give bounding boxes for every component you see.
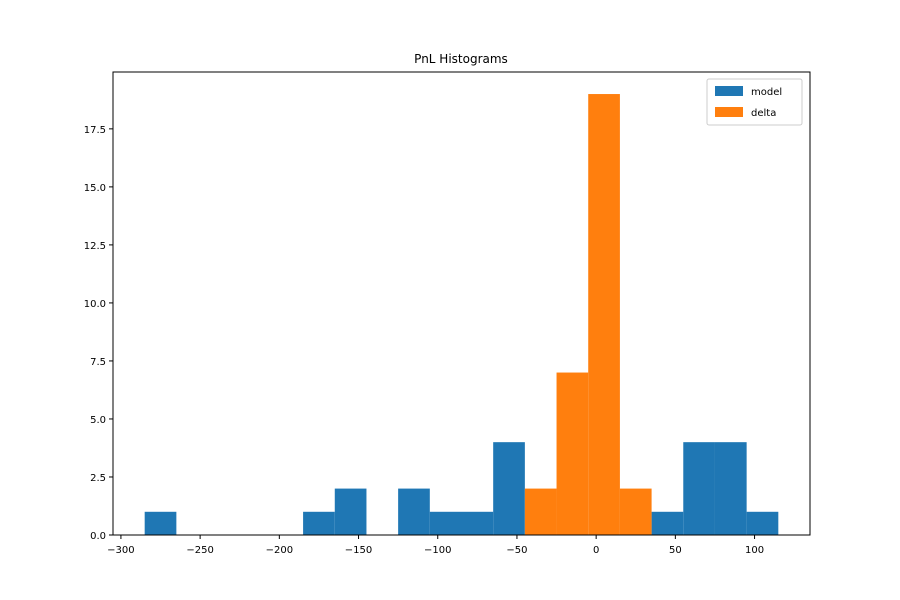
bar-model (493, 442, 525, 535)
x-tick-label: −50 (506, 545, 527, 556)
x-tick-label: −300 (107, 545, 134, 556)
x-tick-label: 50 (669, 545, 682, 556)
bar-model (746, 511, 779, 535)
x-axis: −300 −250 −200 −150 −100 −50 0 50 100 (107, 535, 764, 556)
x-tick-label: −250 (186, 545, 213, 556)
y-tick-label: 15.0 (84, 183, 106, 194)
bar-model (429, 511, 462, 535)
bar-model (651, 511, 684, 535)
legend-swatch-model (715, 86, 743, 96)
chart-title: PnL Histograms (414, 52, 508, 66)
plot-frame (112, 71, 811, 536)
bar-delta (556, 372, 589, 535)
bar-delta (524, 488, 557, 535)
x-tick-label: −100 (424, 545, 451, 556)
y-tick-label: 12.5 (84, 241, 106, 252)
bar-model (714, 442, 747, 535)
y-tick-label: 17.5 (84, 125, 106, 136)
y-tick-label: 7.5 (90, 357, 106, 368)
x-tick-label: −200 (266, 545, 293, 556)
bar-model (303, 511, 335, 535)
legend-label-model: model (751, 87, 782, 98)
y-tick-label: 0.0 (90, 531, 106, 542)
legend: model delta (706, 78, 803, 126)
y-axis: 0.0 2.5 5.0 7.5 10.0 12.5 15.0 17.5 (84, 125, 113, 542)
bar-model (334, 488, 367, 535)
bar-delta (588, 94, 620, 536)
bar-delta (619, 488, 652, 535)
bar-model (144, 511, 177, 535)
bars-group (144, 94, 779, 536)
bar-model (398, 488, 430, 535)
y-tick-label: 2.5 (90, 473, 106, 484)
legend-swatch-delta (715, 107, 743, 117)
y-tick-label: 10.0 (84, 299, 106, 310)
x-tick-label: 0 (593, 545, 599, 556)
x-tick-label: 100 (745, 545, 764, 556)
bar-model (683, 442, 715, 535)
y-tick-label: 5.0 (90, 415, 106, 426)
x-tick-label: −150 (345, 545, 372, 556)
bar-model (461, 511, 494, 535)
legend-label-delta: delta (751, 108, 776, 119)
